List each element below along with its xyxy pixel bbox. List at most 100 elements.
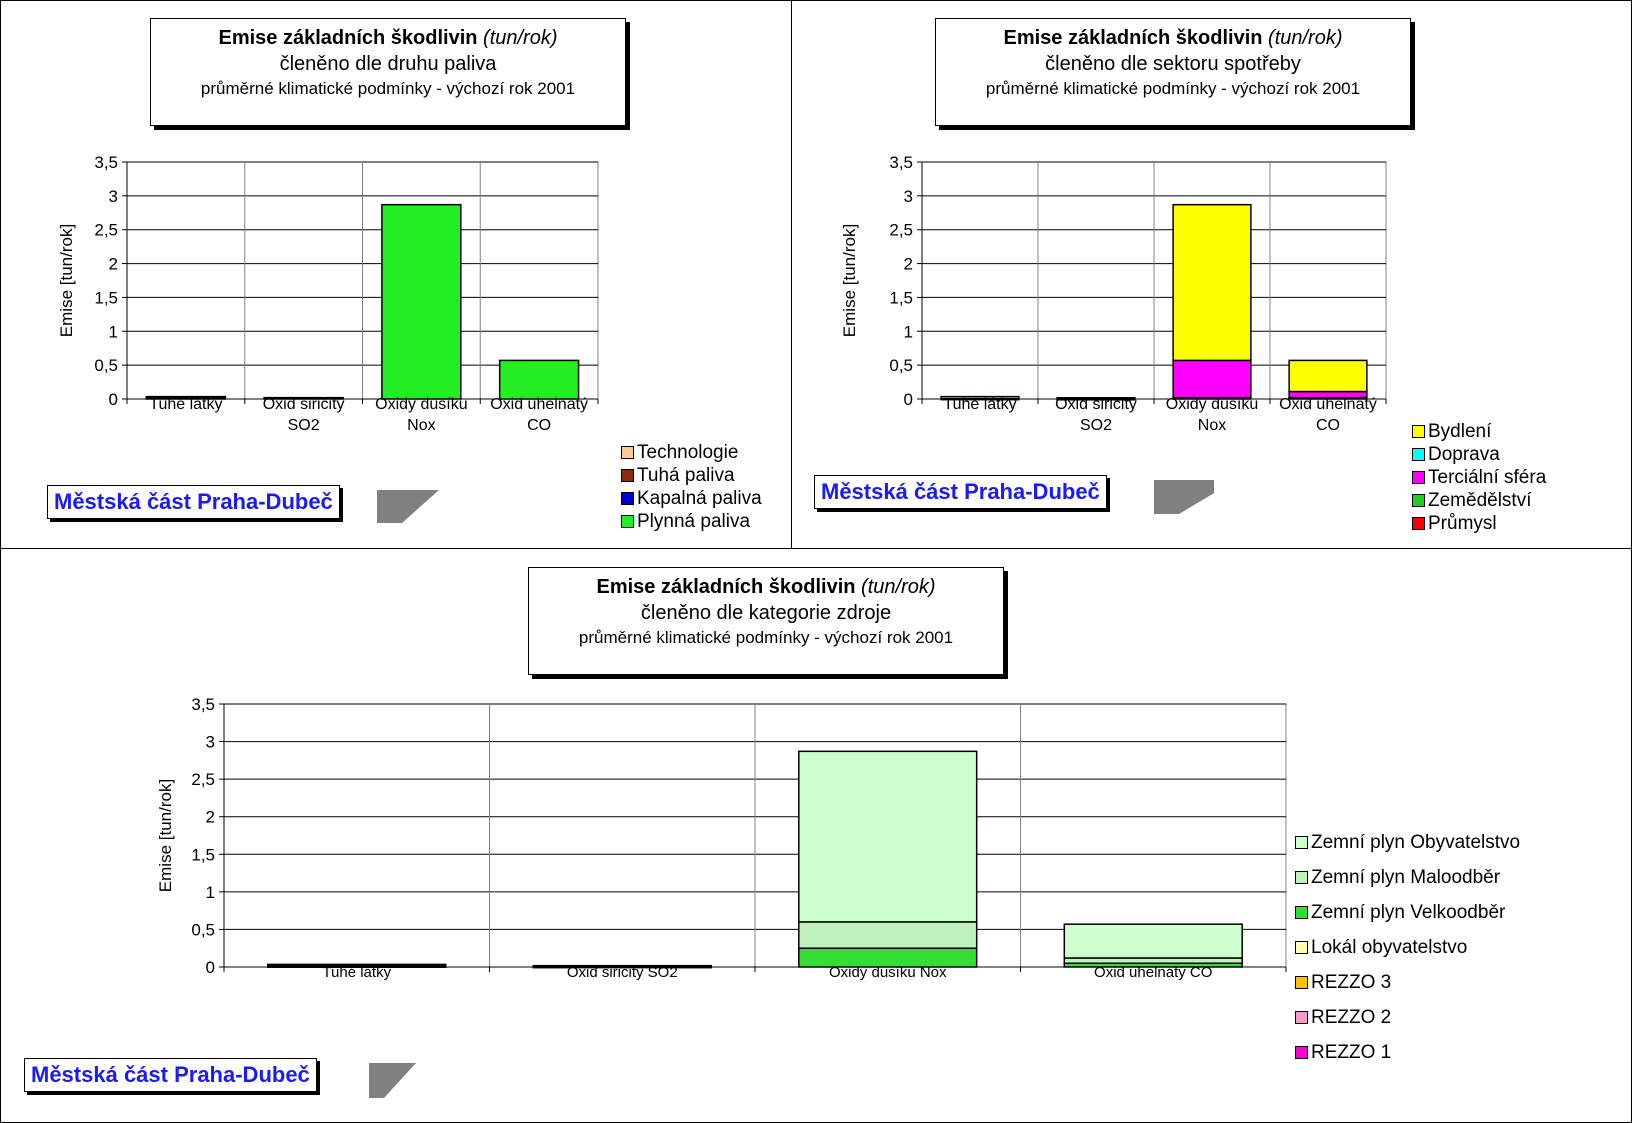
y-tick-label: 0 — [109, 390, 118, 409]
x-category-label: Oxid siřičitý SO2 — [263, 396, 345, 434]
legend-swatch — [1412, 471, 1425, 484]
legend-label: Technologie — [637, 441, 739, 463]
y-tick-label: 2,5 — [94, 221, 118, 240]
chart-3: 0 0,5 1 1,5 2 2,5 3 3,5 Tuhé látky Oxid siřičitý … — [156, 695, 1287, 981]
y-tick-label: 1 — [109, 322, 118, 341]
x-category-label: Tuhé látky — [149, 396, 222, 413]
y-axis-label: Emise [tun/rok] — [840, 224, 859, 337]
legend-item-technologie: Technologie — [621, 441, 762, 464]
y-tick-label: 1,5 — [94, 288, 118, 307]
chart-2-badge-label: Městská část Praha-Dubeč — [814, 475, 1107, 509]
y-tick-label: 2,5 — [889, 221, 913, 240]
bar-zemni-plyn-maloodber — [1063, 957, 1243, 964]
x-category-label: Oxid uhelnatý CO — [1279, 396, 1377, 434]
y-tick-label: 0 — [206, 958, 215, 977]
y-tick-label: 2 — [904, 255, 913, 274]
bar-tuha-paliva — [145, 395, 227, 399]
legend-swatch — [1295, 976, 1308, 989]
x-category-label: Oxidy dusíku Nox — [829, 964, 947, 981]
chart-2-subtitle2: průměrné klimatické podmínky - výchozí r… — [985, 79, 1361, 98]
y-tick-label: 3,5 — [889, 153, 913, 172]
y-tick-label: 0 — [904, 390, 913, 409]
panel-divider-horizontal — [0, 548, 1632, 549]
y-axis-label: Emise [tun/rok] — [57, 224, 76, 337]
bar-zemni-plyn-obyvatelstvo — [1063, 923, 1243, 959]
legend-label: Lokál obyvatelstvo — [1311, 936, 1468, 958]
legend-label: Doprava — [1428, 443, 1500, 465]
y-tick-label: 3 — [206, 733, 215, 752]
chart-3-title-box: Emise základních škodlivin (tun/rok) čle… — [528, 567, 1004, 675]
legend-item-zemni-plyn-maloodber: Zemní plyn Maloodběr — [1295, 860, 1520, 895]
y-tick-label: 1 — [206, 883, 215, 902]
chart-1-subtitle: členěno dle druhu paliva — [279, 53, 497, 75]
chart-3-title-unit: (tun/rok) — [861, 576, 936, 598]
chart-1-title-box: Emise základních škodlivin (tun/rok) čle… — [150, 18, 626, 126]
chart-3-subtitle2: průměrné klimatické podmínky - výchozí r… — [578, 628, 954, 647]
chart-1-title-unit: (tun/rok) — [483, 27, 558, 49]
legend-swatch — [1295, 941, 1308, 954]
badge-arrow-shape — [377, 490, 439, 523]
chart-2-title: Emise základních škodlivin — [1003, 27, 1263, 49]
bar-zemni-plyn-maloodber — [798, 921, 978, 949]
x-category-label: Tuhé látky — [322, 964, 391, 981]
y-tick-label: 1,5 — [191, 845, 215, 864]
legend-label: Zemní plyn Obyvatelstvo — [1311, 831, 1521, 853]
y-tick-label: 2 — [206, 808, 215, 827]
legend-swatch — [1412, 448, 1425, 461]
y-tick-label: 0,5 — [889, 356, 913, 375]
bar-bydleni — [1288, 359, 1368, 393]
chart-2-subtitle: členěno dle sektoru spotřeby — [1045, 53, 1301, 75]
legend-item-rezzo-2: REZZO 2 — [1295, 1000, 1520, 1035]
y-tick-label: 0,5 — [191, 920, 215, 939]
legend-label: Bydlení — [1428, 420, 1492, 442]
legend-label: REZZO 3 — [1311, 971, 1392, 993]
y-tick-label: 3,5 — [94, 153, 118, 172]
chart-1-subtitle2: průměrné klimatické podmínky - výchozí r… — [200, 79, 576, 98]
badge-arrow-shape — [369, 1063, 416, 1098]
legend-swatch — [621, 492, 634, 505]
chart-1: 0 0,5 1 1,5 2 2,5 3 3,5 Tuhé látky Oxid siřičitý S… — [57, 153, 599, 434]
bar-zemni-plyn-obyvatelstvo — [798, 750, 978, 923]
x-category-label: Oxidy dusíku Nox — [375, 396, 467, 434]
legend-item-tercialni-sfera: Terciální sféra — [1412, 466, 1546, 489]
bar-bydleni — [1056, 397, 1136, 400]
x-category-label: Oxid siřičitý SO2 — [1055, 396, 1137, 434]
legend-item-rezzo-1: REZZO 1 — [1295, 1035, 1520, 1070]
legend-label: Zemní plyn Velkoodběr — [1311, 901, 1506, 923]
y-tick-label: 2,5 — [191, 770, 215, 789]
legend-item-zemni-plyn-obyvatelstvo: Zemní plyn Obyvatelstvo — [1295, 825, 1520, 860]
bar-tercialni-sfera — [1172, 359, 1252, 399]
legend-swatch — [1295, 1046, 1308, 1059]
chart-1-badge-label: Městská část Praha-Dubeč — [47, 485, 340, 519]
chart-1-title: Emise základních škodlivin — [218, 27, 478, 49]
bar-zemni-plyn-obyvatelstvo — [267, 963, 447, 967]
legend-label: Terciální sféra — [1428, 466, 1547, 488]
legend-item-zemni-plyn-velkoodber: Zemní plyn Velkoodběr — [1295, 895, 1520, 930]
y-tick-label: 2 — [109, 255, 118, 274]
legend-label: Tuhá paliva — [637, 464, 735, 486]
bar-plynna-paliva — [381, 203, 462, 400]
legend-swatch — [1295, 1011, 1308, 1024]
y-tick-label: 3,5 — [191, 695, 215, 714]
chart-2: 0 0,5 1 1,5 2 2,5 3 3,5 Tuhé látky Oxid siřičitý S… — [840, 153, 1387, 434]
legend-label: Zemědělství — [1428, 489, 1532, 511]
chart-3-title: Emise základních škodlivin — [596, 576, 856, 598]
y-tick-label: 0,5 — [94, 356, 118, 375]
x-category-label: Oxid uhelnatý CO — [1094, 964, 1212, 981]
panel-divider-vertical — [791, 0, 792, 548]
x-category-label: Tuhé látky — [943, 396, 1016, 413]
y-axis-label: Emise [tun/rok] — [156, 779, 175, 892]
y-tick-label: 3 — [109, 187, 118, 206]
legend-label: REZZO 2 — [1311, 1006, 1392, 1028]
legend-label: Průmysl — [1428, 512, 1497, 534]
legend-item-lokal-obyvatelstvo: Lokál obyvatelstvo — [1295, 930, 1520, 965]
legend-item-zemedelstvi: Zemědělství — [1412, 489, 1546, 512]
legend-label: Kapalná paliva — [637, 487, 762, 509]
chart-3-badge-label: Městská část Praha-Dubeč — [24, 1058, 317, 1092]
legend-item-plynna-paliva: Plynná paliva — [621, 510, 762, 533]
chart-3-subtitle: členěno dle kategorie zdroje — [640, 602, 892, 624]
bar-bydleni — [1172, 203, 1252, 362]
y-tick-label: 1,5 — [889, 288, 913, 307]
bar-bydleni — [940, 395, 1020, 400]
x-category-label: Oxid siřičitý SO2 — [567, 964, 678, 981]
